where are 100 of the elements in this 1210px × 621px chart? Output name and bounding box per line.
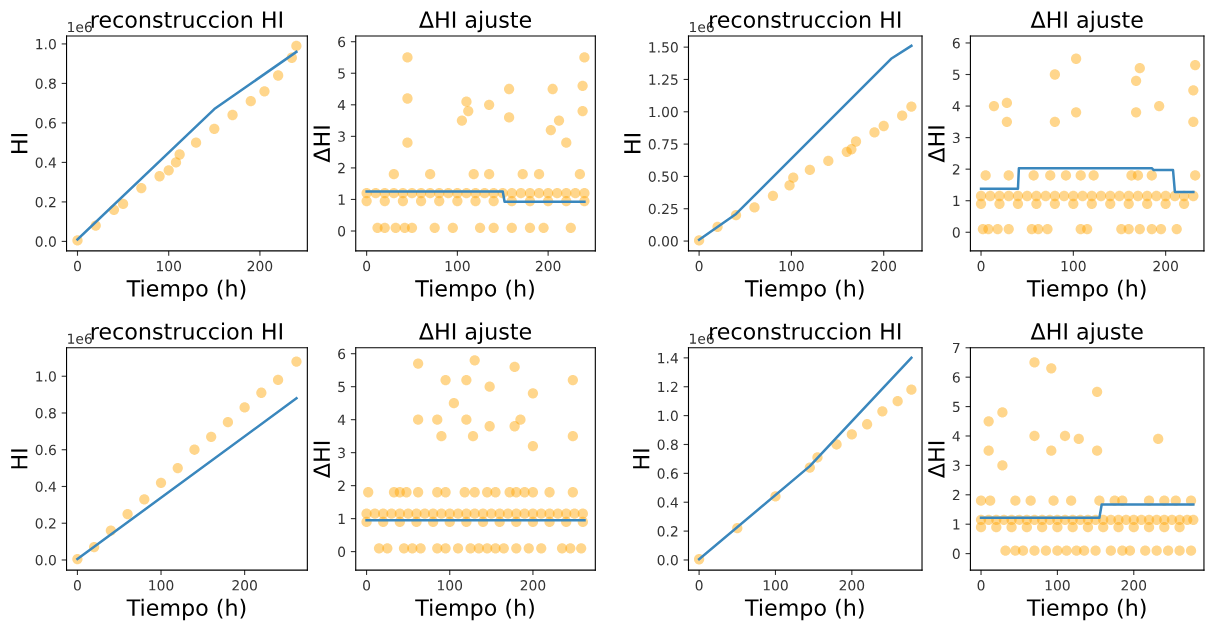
y-axis-title: HI bbox=[624, 134, 641, 153]
y-tick-label: 0 bbox=[952, 227, 960, 238]
x-tick-label: 200 bbox=[232, 580, 257, 591]
y-tick-label: 5 bbox=[338, 68, 345, 79]
y-tick-label: 4 bbox=[337, 414, 346, 425]
point bbox=[209, 123, 220, 134]
y-axis-title: HI bbox=[633, 449, 650, 469]
y-tick-label: 1.4 bbox=[658, 353, 678, 364]
y-tick-label: 3 bbox=[338, 447, 345, 459]
y-tick-label: 0 bbox=[338, 225, 346, 237]
x-tick-label: 100 bbox=[149, 580, 174, 591]
x-tick-label: 0 bbox=[977, 580, 985, 591]
point bbox=[190, 137, 202, 148]
y-tick-label: 1.0 bbox=[36, 371, 56, 382]
point bbox=[206, 431, 217, 443]
y-tick-label: 1.00 bbox=[649, 106, 678, 118]
y-axis-title: ΔHI bbox=[313, 126, 330, 163]
point bbox=[804, 164, 816, 176]
y-tick-label: 0.00 bbox=[648, 236, 678, 247]
point bbox=[163, 165, 174, 176]
y-tick-label: 4 bbox=[337, 99, 346, 111]
point bbox=[906, 384, 917, 395]
x-tick-label: 100 bbox=[156, 260, 182, 272]
x-tick-label: 0 bbox=[695, 580, 703, 591]
y-tick-label: 1 bbox=[338, 513, 345, 524]
point bbox=[154, 171, 165, 182]
x-tick-label: 200 bbox=[520, 580, 546, 591]
y-tick-label: 3 bbox=[338, 131, 345, 142]
y-tick-label: 4 bbox=[952, 101, 960, 112]
point bbox=[227, 109, 238, 121]
y-tick-label: 2 bbox=[952, 164, 960, 175]
x-tick-label: 200 bbox=[535, 260, 561, 272]
y-tick-label: 6 bbox=[952, 372, 960, 383]
x-tick-label: 0 bbox=[363, 580, 371, 591]
point bbox=[291, 356, 302, 367]
x-tick-label: 100 bbox=[1061, 260, 1086, 272]
y-tick-label: 5 bbox=[952, 69, 960, 80]
text: 1e6 bbox=[68, 21, 92, 33]
x-tick-label: 200 bbox=[871, 260, 897, 272]
x-tick-label: 0 bbox=[695, 260, 703, 272]
y-tick-label: 3 bbox=[952, 460, 960, 471]
point bbox=[869, 127, 880, 138]
y-tick-label: 0.0 bbox=[35, 554, 56, 566]
point bbox=[170, 157, 182, 168]
y-tick-label: 6 bbox=[952, 37, 960, 49]
point bbox=[245, 96, 256, 107]
y-tick-label: 1 bbox=[338, 194, 345, 205]
point bbox=[136, 182, 147, 194]
y-tick-label: 6 bbox=[338, 36, 346, 48]
chart-title: ΔHI ajuste bbox=[419, 322, 532, 345]
x-tick-label: 100 bbox=[1045, 580, 1070, 591]
point bbox=[117, 198, 129, 210]
y-tick-label: 2 bbox=[952, 489, 960, 501]
y-tick-label: 0.25 bbox=[648, 203, 678, 215]
y-tick-label: 0.6 bbox=[35, 444, 56, 456]
y-tick-label: 1 bbox=[953, 519, 960, 530]
point bbox=[139, 494, 150, 505]
point bbox=[846, 144, 857, 155]
x-tick-label: 100 bbox=[438, 580, 463, 591]
chart-title: reconstruccion HI bbox=[91, 10, 282, 28]
point bbox=[906, 101, 917, 112]
y-tick-label: 0.2 bbox=[35, 518, 56, 529]
y-axis-title: ΔHI bbox=[313, 441, 330, 478]
x-tick-label: 0 bbox=[363, 260, 371, 272]
x-tick-label: 100 bbox=[779, 260, 804, 272]
y-tick-label: 0 bbox=[338, 546, 346, 558]
y-axis-title: HI bbox=[11, 449, 28, 469]
chart-title: ΔHI ajuste bbox=[1030, 322, 1143, 345]
y-axis-title: ΔHI bbox=[928, 126, 945, 163]
point bbox=[850, 136, 862, 147]
point bbox=[897, 110, 908, 121]
y-tick-label: 0.6 bbox=[35, 117, 56, 129]
point bbox=[272, 374, 284, 386]
y-tick-label: 0.4 bbox=[657, 497, 678, 508]
point bbox=[222, 417, 234, 428]
x-tick-label: 0 bbox=[977, 260, 985, 272]
y-tick-label: 0.8 bbox=[35, 78, 56, 89]
y-tick-label: 2 bbox=[338, 162, 345, 174]
y-tick-label: 6 bbox=[338, 348, 346, 360]
x-tick-label: 100 bbox=[763, 580, 788, 591]
y-tick-label: 7 bbox=[953, 342, 960, 354]
x-tick-label: 200 bbox=[247, 260, 273, 272]
y-tick-label: 0.75 bbox=[648, 139, 678, 150]
y-axis-title: HI bbox=[11, 134, 28, 153]
y-tick-label: 0.0 bbox=[35, 236, 56, 247]
x-tick-label: 0 bbox=[73, 580, 81, 591]
x-tick-label: 200 bbox=[1153, 260, 1178, 272]
y-tick-label: 0.6 bbox=[657, 468, 678, 479]
y-tick-label: 0.0 bbox=[657, 554, 678, 566]
point bbox=[846, 429, 857, 440]
x-tick-label: 200 bbox=[839, 580, 865, 591]
y-tick-label: 5 bbox=[338, 381, 345, 393]
point bbox=[788, 172, 799, 183]
chart-title: reconstruccion HI bbox=[91, 322, 282, 340]
x-tick-label: 0 bbox=[73, 260, 81, 272]
x-axis-title: Tiempo (h) bbox=[126, 279, 246, 302]
y-tick-label: 0.2 bbox=[35, 196, 56, 208]
point bbox=[172, 462, 183, 474]
x-tick-label: 200 bbox=[1121, 580, 1147, 591]
point bbox=[823, 155, 834, 167]
